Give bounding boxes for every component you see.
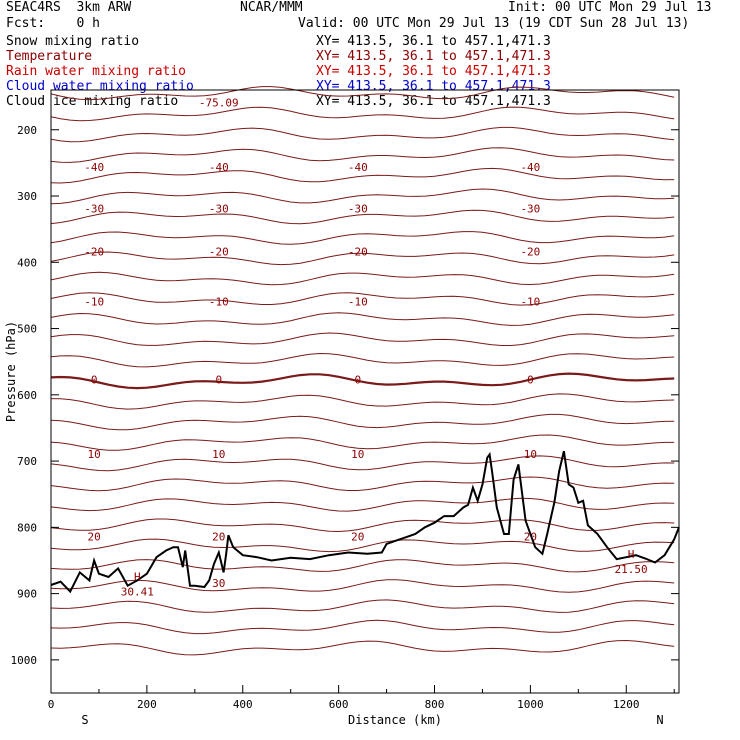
x-axis-label: Distance (km)	[348, 713, 442, 727]
temperature-contour-label: -10	[348, 295, 368, 308]
header-left-model: SEAC4RS 3km ARW	[6, 0, 132, 15]
y-tick-label: 300	[17, 190, 37, 203]
isotherm-line	[50, 147, 675, 163]
legend-snow-name: Snow mixing ratio	[6, 34, 140, 49]
x-tick-label: 600	[329, 698, 349, 711]
header-init: Init: 00 UTC Mon 29 Jul 13	[508, 0, 712, 15]
extremum-h-label: H	[134, 570, 141, 583]
isotherm-line	[50, 538, 675, 553]
temperature-contour-label: -30	[348, 203, 368, 216]
legend-rain-name: Rain water mixing ratio	[6, 64, 187, 79]
y-tick-label: 1000	[11, 654, 38, 667]
x-tick-label: 1200	[613, 698, 640, 711]
temperature-contour-label: -10	[209, 295, 229, 308]
temperature-contour-label: -20	[84, 246, 104, 259]
x-tick-label: 0	[48, 698, 55, 711]
isotherm-line	[50, 209, 675, 225]
terrain-group: H 30.41 H 21.50	[50, 450, 680, 598]
isotherm-line	[50, 393, 675, 410]
isotherm-line	[50, 579, 675, 593]
isotherm-line	[50, 271, 675, 286]
isotherm-line	[50, 559, 675, 573]
y-axis-label: Pressure (hPa)	[4, 321, 18, 422]
temperature-contour-label: -40	[348, 161, 368, 174]
isotherm-line	[50, 372, 675, 390]
isotherm-line	[50, 312, 675, 326]
temperature-contour-label: 20	[88, 531, 101, 544]
y-tick-label: 400	[17, 256, 37, 269]
temperature-contour-label: -30	[520, 203, 540, 216]
legend-temp-name: Temperature	[6, 49, 93, 64]
x-tick-label: 200	[137, 698, 157, 711]
isotherm-line	[50, 86, 675, 101]
south-end-label: S	[81, 713, 88, 727]
y-tick-label: 800	[17, 521, 37, 534]
temperature-contour-label: 30	[212, 577, 225, 590]
y-tick-label: 200	[17, 124, 37, 137]
temperature-contour-label: -40	[520, 161, 540, 174]
y-tick-label: 900	[17, 588, 37, 601]
isotherm-line	[50, 352, 675, 368]
temperature-contour-label: -30	[84, 203, 104, 216]
isotherm-line	[50, 518, 675, 533]
extremum-value-label: 21.50	[614, 563, 647, 576]
y-tick-label: 700	[17, 455, 37, 468]
isotherm-line	[50, 188, 675, 205]
legend-cloudice-xy: XY= 413.5, 36.1 to 457.1,471.3	[316, 94, 551, 109]
temperature-contour-label: 0	[215, 374, 222, 387]
north-end-label: N	[656, 713, 663, 727]
y-tick-label: 500	[17, 323, 37, 336]
legend-temp-xy: XY= 413.5, 36.1 to 457.1,471.3	[316, 49, 551, 64]
isotherm-line	[50, 167, 675, 184]
isotherm-line	[50, 455, 675, 472]
temperature-contour-label: 0	[354, 374, 361, 387]
isotherm-line	[50, 434, 675, 451]
temperature-contour-label: -20	[520, 246, 540, 259]
isotherm-line	[50, 231, 675, 245]
isotherm-line	[50, 599, 675, 613]
x-tick-label: 1000	[517, 698, 544, 711]
temperature-contour-label: -40	[209, 161, 229, 174]
temperature-contour-label: -20	[348, 246, 368, 259]
temperature-contour-label: 0	[91, 374, 98, 387]
temperature-contour-label: -20	[209, 246, 229, 259]
isotherm-line	[50, 413, 675, 431]
header-fcst: Fcst: 0 h	[6, 16, 100, 31]
isotherm-line	[50, 106, 675, 122]
temperature-contour-label: -40	[84, 161, 104, 174]
isotherm-line	[50, 251, 675, 266]
plot-frame	[50, 89, 680, 694]
isotherm-line	[50, 619, 675, 635]
legend-rain-xy: XY= 413.5, 36.1 to 457.1,471.3	[316, 64, 551, 79]
x-tick-label: 400	[233, 698, 253, 711]
x-tick-label: 800	[425, 698, 445, 711]
isotherm-line	[50, 292, 675, 306]
temperature-contour-label: 20	[351, 531, 364, 544]
temperature-contour-label: 10	[212, 448, 225, 461]
temperature-contour-label: 0	[527, 374, 534, 387]
temperature-contour-label: -30	[209, 203, 229, 216]
extremum-h-label: H	[628, 548, 635, 561]
temperature-contour-label: 10	[524, 448, 537, 461]
temperature-contour-label: -75.09	[199, 97, 239, 110]
extremum-value-label: 30.41	[121, 585, 154, 598]
header-valid: Valid: 00 UTC Mon 29 Jul 13 (19 CDT Sun …	[298, 16, 690, 31]
temperature-contour-label: 20	[212, 531, 225, 544]
y-tick-label: 600	[17, 389, 37, 402]
temperature-contour-label: -10	[84, 295, 104, 308]
temperature-contour-label: 10	[351, 448, 364, 461]
isotherm-line	[50, 476, 675, 492]
isotherm-line	[50, 497, 675, 512]
temperature-contour-label: -10	[520, 295, 540, 308]
header-org: NCAR/MMM	[240, 0, 303, 15]
isotherm-line	[50, 332, 675, 346]
isotherm-line	[50, 126, 675, 143]
temperature-contour-label: 10	[88, 448, 101, 461]
terrain-line	[50, 450, 680, 594]
isotherm-line	[50, 639, 675, 656]
legend-snow-xy: XY= 413.5, 36.1 to 457.1,471.3	[316, 34, 551, 49]
